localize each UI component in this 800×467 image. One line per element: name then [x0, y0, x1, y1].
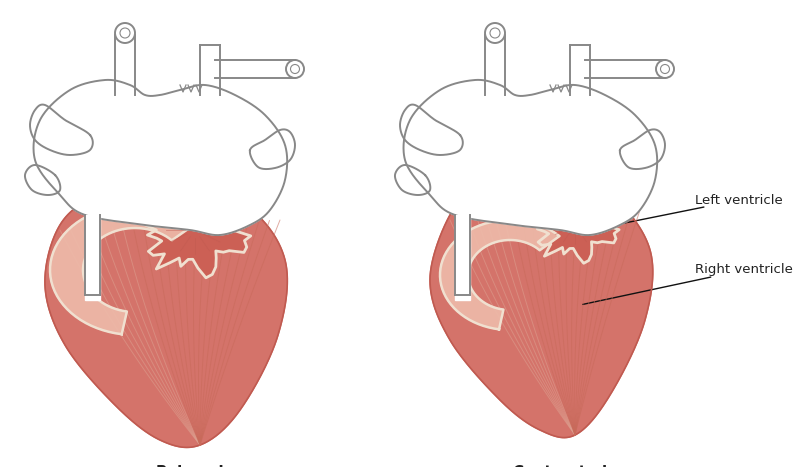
- Polygon shape: [403, 80, 657, 235]
- Polygon shape: [200, 40, 220, 95]
- Polygon shape: [30, 105, 93, 155]
- Polygon shape: [250, 129, 295, 169]
- Polygon shape: [430, 175, 653, 438]
- Text: Left ventricle: Left ventricle: [593, 193, 782, 229]
- Polygon shape: [440, 220, 559, 329]
- Polygon shape: [570, 40, 590, 95]
- Circle shape: [656, 60, 674, 78]
- Polygon shape: [530, 187, 619, 263]
- Polygon shape: [400, 105, 463, 155]
- Polygon shape: [34, 80, 287, 235]
- Polygon shape: [85, 215, 100, 300]
- Polygon shape: [215, 60, 290, 78]
- Polygon shape: [139, 183, 250, 278]
- Circle shape: [485, 23, 505, 43]
- Circle shape: [115, 23, 135, 43]
- Text: Relaxed: Relaxed: [156, 465, 224, 467]
- Polygon shape: [395, 165, 430, 195]
- Polygon shape: [455, 215, 470, 300]
- Polygon shape: [25, 165, 60, 195]
- Polygon shape: [45, 180, 287, 447]
- Text: Contracted: Contracted: [513, 465, 607, 467]
- Polygon shape: [115, 30, 135, 95]
- Polygon shape: [585, 60, 660, 78]
- Polygon shape: [485, 30, 505, 95]
- Text: Right ventricle: Right ventricle: [582, 263, 793, 304]
- Polygon shape: [620, 129, 665, 169]
- Polygon shape: [50, 205, 195, 334]
- Circle shape: [286, 60, 304, 78]
